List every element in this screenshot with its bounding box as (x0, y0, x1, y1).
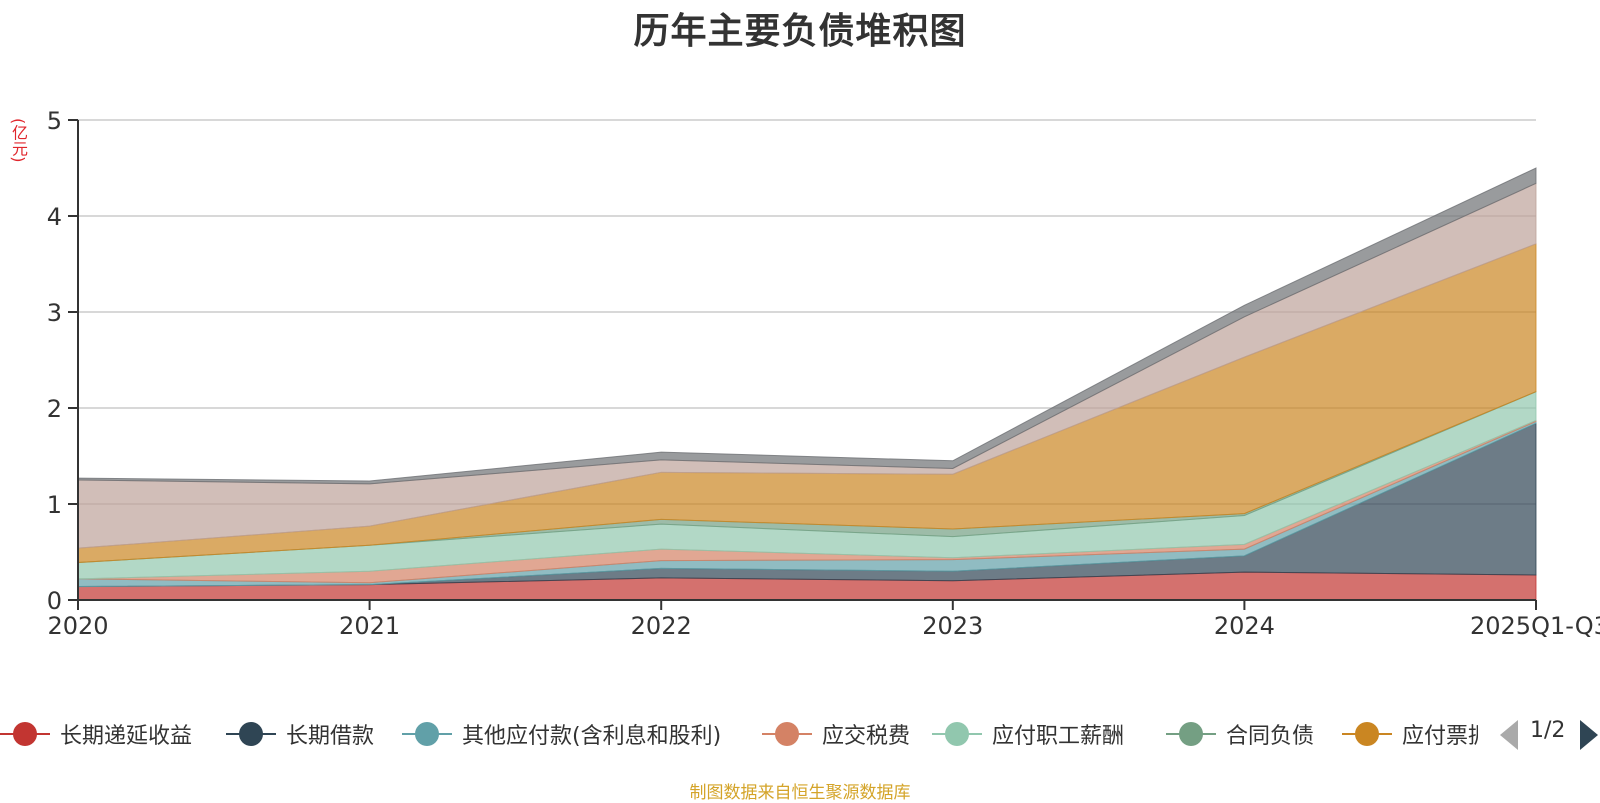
legend-marker-icon (226, 720, 276, 748)
legend-label: 应交税费 (822, 724, 911, 749)
x-tick-label: 2021 (339, 612, 400, 640)
legend-marker-icon (0, 720, 50, 748)
x-tick-label: 2024 (1214, 612, 1275, 640)
legend-marker-icon (932, 720, 982, 748)
legend-item[interactable]: 长期递延收益 (0, 712, 192, 756)
chart-title: 历年主要负债堆积图 (633, 11, 967, 52)
legend-next-page-button[interactable] (1580, 720, 1598, 750)
legend-label: 其他应付款(含利息和股利) (462, 724, 722, 749)
legend-prev-page-button[interactable] (1500, 720, 1518, 750)
legend-marker-icon (1342, 720, 1392, 748)
data-source-note: 制图数据来自恒生聚源数据库 (689, 783, 911, 803)
x-tick-label: 2020 (47, 612, 108, 640)
legend-items: 长期递延收益 长期借款 其他应付款(含利息和股利) 应交税费 应付职工薪酬 合同负债 应付票… (0, 712, 1478, 756)
legend-item[interactable]: 应付职工薪酬 (932, 712, 1124, 756)
y-tick-label: 2 (47, 395, 62, 423)
x-tick-label: 2022 (631, 612, 692, 640)
legend-item[interactable]: 长期借款 (226, 712, 374, 756)
legend: 长期递延收益 长期借款 其他应付款(含利息和股利) 应交税费 应付职工薪酬 合同负债 应付票… (0, 712, 1600, 756)
legend-label: 长期递延收益 (60, 724, 193, 749)
y-tick-label: 5 (47, 107, 62, 135)
legend-label: 应付票据 (1402, 724, 1478, 749)
y-axis-unit-label: (亿元) (9, 118, 28, 163)
legend-marker-icon (762, 720, 812, 748)
legend-item[interactable]: 其他应付款(含利息和股利) (402, 712, 721, 756)
legend-item[interactable]: 应交税费 (762, 712, 910, 756)
series-area-8[interactable] (77, 167, 1537, 485)
legend-label: 长期借款 (286, 724, 375, 749)
y-tick-label: 0 (47, 587, 62, 615)
y-tick-label: 3 (47, 299, 62, 327)
axes: 0 1 2 3 4 5 2020 2021 2022 2023 2024 2025Q1-Q3 (47, 107, 1600, 640)
x-tick-label: 2025Q1-Q3 (1470, 612, 1600, 640)
legend-label: 应付职工薪酬 (992, 724, 1125, 749)
legend-item[interactable]: 应付票据 (1342, 712, 1478, 756)
legend-label: 合同负债 (1226, 724, 1315, 749)
series-areas (77, 167, 1537, 601)
y-tick-label: 4 (47, 203, 62, 231)
x-tick-label: 2023 (922, 612, 983, 640)
legend-marker-icon (1166, 720, 1216, 748)
legend-item[interactable]: 合同负债 (1166, 712, 1314, 756)
legend-page-indicator: 1/2 (1530, 718, 1566, 743)
legend-marker-icon (402, 720, 452, 748)
y-tick-label: 1 (47, 491, 62, 519)
